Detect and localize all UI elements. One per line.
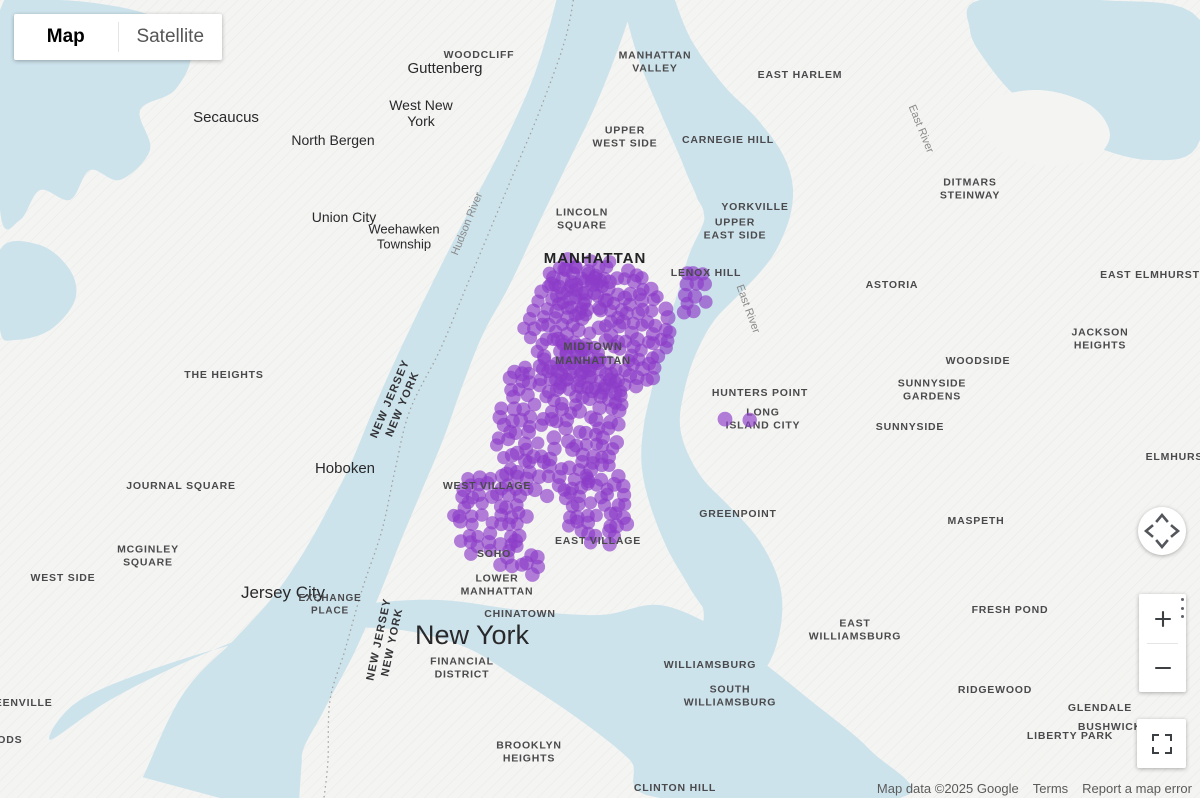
svg-text:EAST VILLAGE: EAST VILLAGE [555,535,641,547]
svg-text:WILLIAMSBURG: WILLIAMSBURG [664,659,756,671]
svg-text:HUNTERS POINT: HUNTERS POINT [712,387,808,399]
svg-text:ASTORIA: ASTORIA [866,279,919,291]
svg-text:WOODCLIFF: WOODCLIFF [444,49,515,61]
svg-text:North Bergen: North Bergen [291,132,374,148]
svg-text:WEST SIDE: WEST SIDE [31,572,96,584]
svg-text:JOURNAL SQUARE: JOURNAL SQUARE [126,480,236,492]
svg-text:WEST VILLAGE: WEST VILLAGE [443,480,531,492]
svg-text:BUSHWICK: BUSHWICK [1078,721,1142,733]
svg-text:RIDGEWOOD: RIDGEWOOD [958,684,1032,696]
svg-text:EAST ELMHURST: EAST ELMHURST [1100,269,1200,281]
svg-text:Union City: Union City [312,209,377,225]
svg-text:WOODSIDE: WOODSIDE [946,355,1011,367]
svg-text:Secaucus: Secaucus [193,109,259,126]
svg-text:CLINTON HILL: CLINTON HILL [634,782,716,794]
svg-text:CARNEGIE HILL: CARNEGIE HILL [682,134,774,146]
svg-text:THE HEIGHTS: THE HEIGHTS [184,369,263,381]
svg-text:Hoboken: Hoboken [315,460,375,477]
svg-text:GREENPOINT: GREENPOINT [699,508,776,520]
svg-text:Guttenberg: Guttenberg [407,60,482,77]
svg-text:SUNNYSIDE: SUNNYSIDE [876,421,944,433]
svg-text:LENOX HILL: LENOX HILL [671,267,741,279]
svg-text:GREENVILLE: GREENVILLE [0,697,53,709]
svg-text:ELMHURST: ELMHURST [1146,451,1200,463]
svg-text:MANHATTAN: MANHATTAN [544,250,647,267]
svg-text:SOHO: SOHO [477,548,511,560]
svg-text:MASPETH: MASPETH [948,515,1005,527]
svg-text:WOODS: WOODS [0,734,22,746]
svg-text:New York: New York [415,620,530,650]
svg-text:YORKVILLE: YORKVILLE [721,201,788,213]
svg-text:FRESH POND: FRESH POND [972,604,1049,616]
svg-text:GLENDALE: GLENDALE [1068,702,1132,714]
svg-text:EAST HARLEM: EAST HARLEM [758,69,843,81]
svg-text:CHINATOWN: CHINATOWN [484,608,556,620]
